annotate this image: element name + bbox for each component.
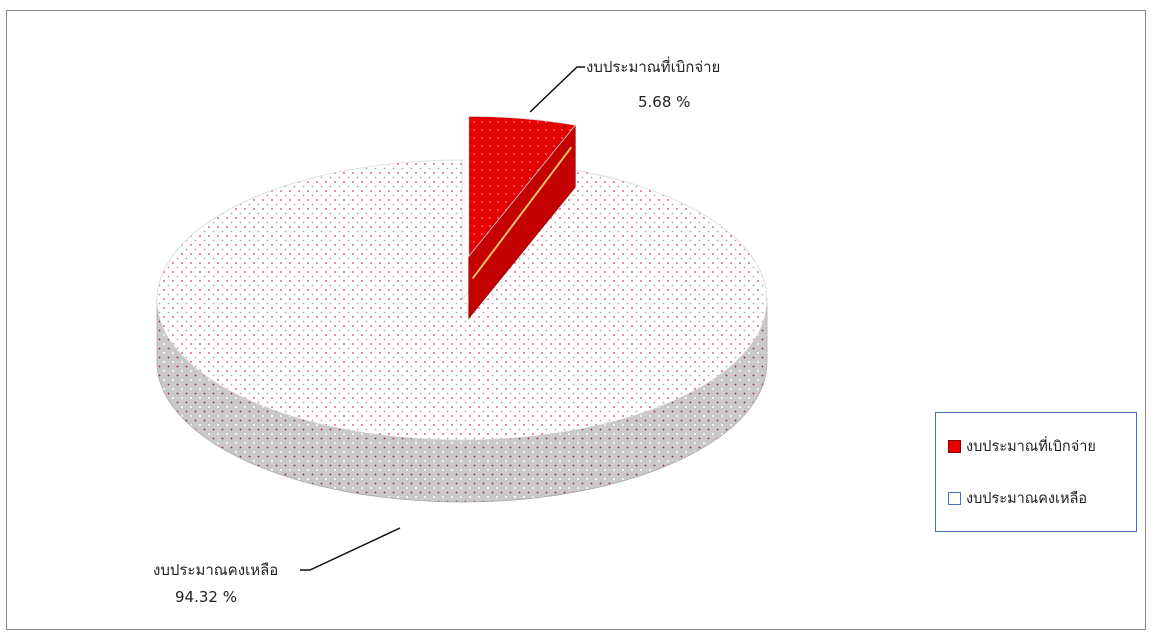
pie-slices <box>156 115 768 503</box>
legend-swatch-spent <box>948 440 961 453</box>
slice-value-spent: 5.68 % <box>638 93 691 111</box>
slice-value-remaining: 94.32 % <box>175 588 237 606</box>
legend-item-spent: งบประมาณที่เบิกจ่าย <box>948 435 1096 458</box>
leader-line-spent <box>529 66 585 113</box>
pie-slice-remaining-top <box>156 159 768 441</box>
leader-lines <box>300 66 585 571</box>
pie-slice-spent <box>468 115 577 320</box>
slice-label-spent: งบประมาณที่เบิกจ่าย <box>586 58 721 76</box>
pie-slice-remaining <box>156 159 768 503</box>
pie-slice-spent-top <box>468 115 577 258</box>
slice-label-remaining: งบประมาณคงเหลือ <box>153 561 279 579</box>
legend-label-spent: งบประมาณที่เบิกจ่าย <box>966 439 1096 455</box>
pie-slice-spent-highlight <box>471 146 573 279</box>
legend-swatch-remaining <box>948 492 961 505</box>
legend-item-remaining: งบประมาณคงเหลือ <box>948 487 1087 510</box>
legend-label-remaining: งบประมาณคงเหลือ <box>966 491 1088 507</box>
leader-line-remaining <box>300 527 401 571</box>
legend: งบประมาณที่เบิกจ่าย งบประมาณคงเหลือ <box>935 412 1137 532</box>
